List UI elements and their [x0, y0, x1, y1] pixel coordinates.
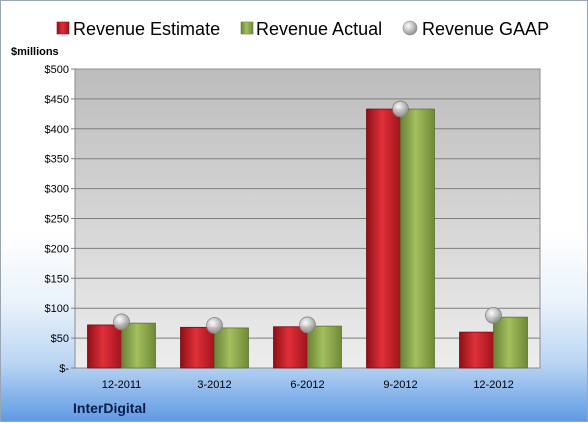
y-tick-label: $300 [45, 184, 69, 196]
marker-revenue-gaap [113, 313, 130, 331]
gaap-markers [113, 100, 502, 334]
bar-revenue-estimate [87, 324, 122, 369]
legend-swatch-actual [240, 21, 254, 35]
bar-revenue-actual [400, 108, 435, 369]
y-tick-label: $150 [45, 273, 69, 285]
bar-revenue-estimate [180, 326, 215, 369]
x-tick-label: 12-2011 [102, 379, 142, 391]
bar-revenue-actual [307, 325, 342, 369]
bar-revenue-estimate [273, 326, 308, 369]
legend-label-estimate: Revenue Estimate [73, 19, 220, 39]
legend-label-gaap: Revenue GAAP [422, 19, 549, 39]
y-tick-label: $500 [45, 64, 69, 76]
marker-revenue-gaap [206, 317, 223, 334]
y-axis-ticks: $- $50 $100 $150 $200 $250 $300 $350 $400 $450 $50… [45, 64, 75, 375]
x-tick-label: 6-2012 [290, 379, 324, 391]
legend: Revenue Estimate Revenue Actual Revenue … [56, 19, 549, 39]
bar-revenue-actual [493, 316, 528, 369]
legend-item-revenue-gaap: Revenue GAAP [402, 19, 549, 39]
company-name: InterDigital [73, 400, 146, 416]
marker-revenue-gaap [392, 100, 409, 118]
x-tick-label: 12-2012 [473, 379, 513, 391]
y-axis-unit-label: $millions [11, 46, 59, 58]
x-tick-label: 9-2012 [383, 379, 417, 391]
y-tick-label: $250 [45, 214, 69, 226]
bar-revenue-estimate [459, 331, 494, 369]
y-tick-label: $100 [45, 303, 69, 315]
y-tick-label: $- [59, 363, 69, 375]
y-tick-label: $350 [45, 154, 69, 166]
legend-item-revenue-actual: Revenue Actual [240, 19, 382, 39]
bars [87, 108, 528, 369]
y-tick-label: $400 [45, 124, 69, 136]
x-tick-label: 3-2012 [197, 379, 231, 391]
marker-revenue-gaap [485, 306, 502, 324]
legend-swatch-estimate [56, 21, 70, 35]
y-tick-label: $450 [45, 94, 69, 106]
y-tick-label: $200 [45, 243, 69, 255]
marker-revenue-gaap [299, 316, 316, 334]
legend-label-actual: Revenue Actual [256, 19, 382, 39]
x-axis-ticks: 12-2011 3-2012 6-2012 9-2012 12-2012 [102, 379, 514, 391]
bar-revenue-actual [214, 327, 249, 369]
bar-revenue-actual [121, 322, 156, 369]
bar-revenue-estimate [366, 108, 401, 369]
y-tick-label: $50 [51, 333, 69, 345]
legend-swatch-gaap [402, 20, 418, 36]
legend-item-revenue-estimate: Revenue Estimate [56, 19, 220, 39]
